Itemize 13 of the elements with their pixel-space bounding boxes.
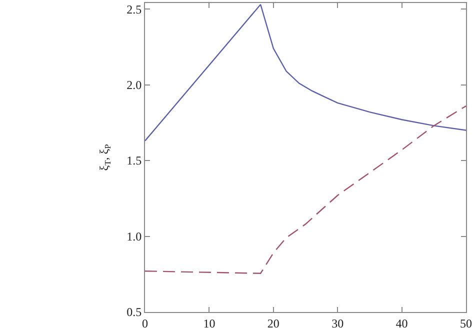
x-tick-label: 30: [332, 316, 344, 330]
x-tick-label: 50: [460, 316, 472, 330]
y-tick-label: 2.5: [126, 2, 142, 16]
y-tick-label: 0.5: [126, 305, 142, 320]
y-tick-label: 1.0: [126, 229, 142, 244]
line-series: [145, 4, 466, 142]
line-series: [145, 105, 466, 274]
y-tick-label: 1.5: [126, 154, 142, 168]
x-tick-label: 20: [267, 316, 280, 330]
x-tick-label: 0: [142, 316, 148, 330]
x-tick-label: 10: [203, 316, 216, 330]
y-tick-label: 2.0: [126, 78, 142, 92]
x-tick-label: 40: [396, 316, 408, 330]
